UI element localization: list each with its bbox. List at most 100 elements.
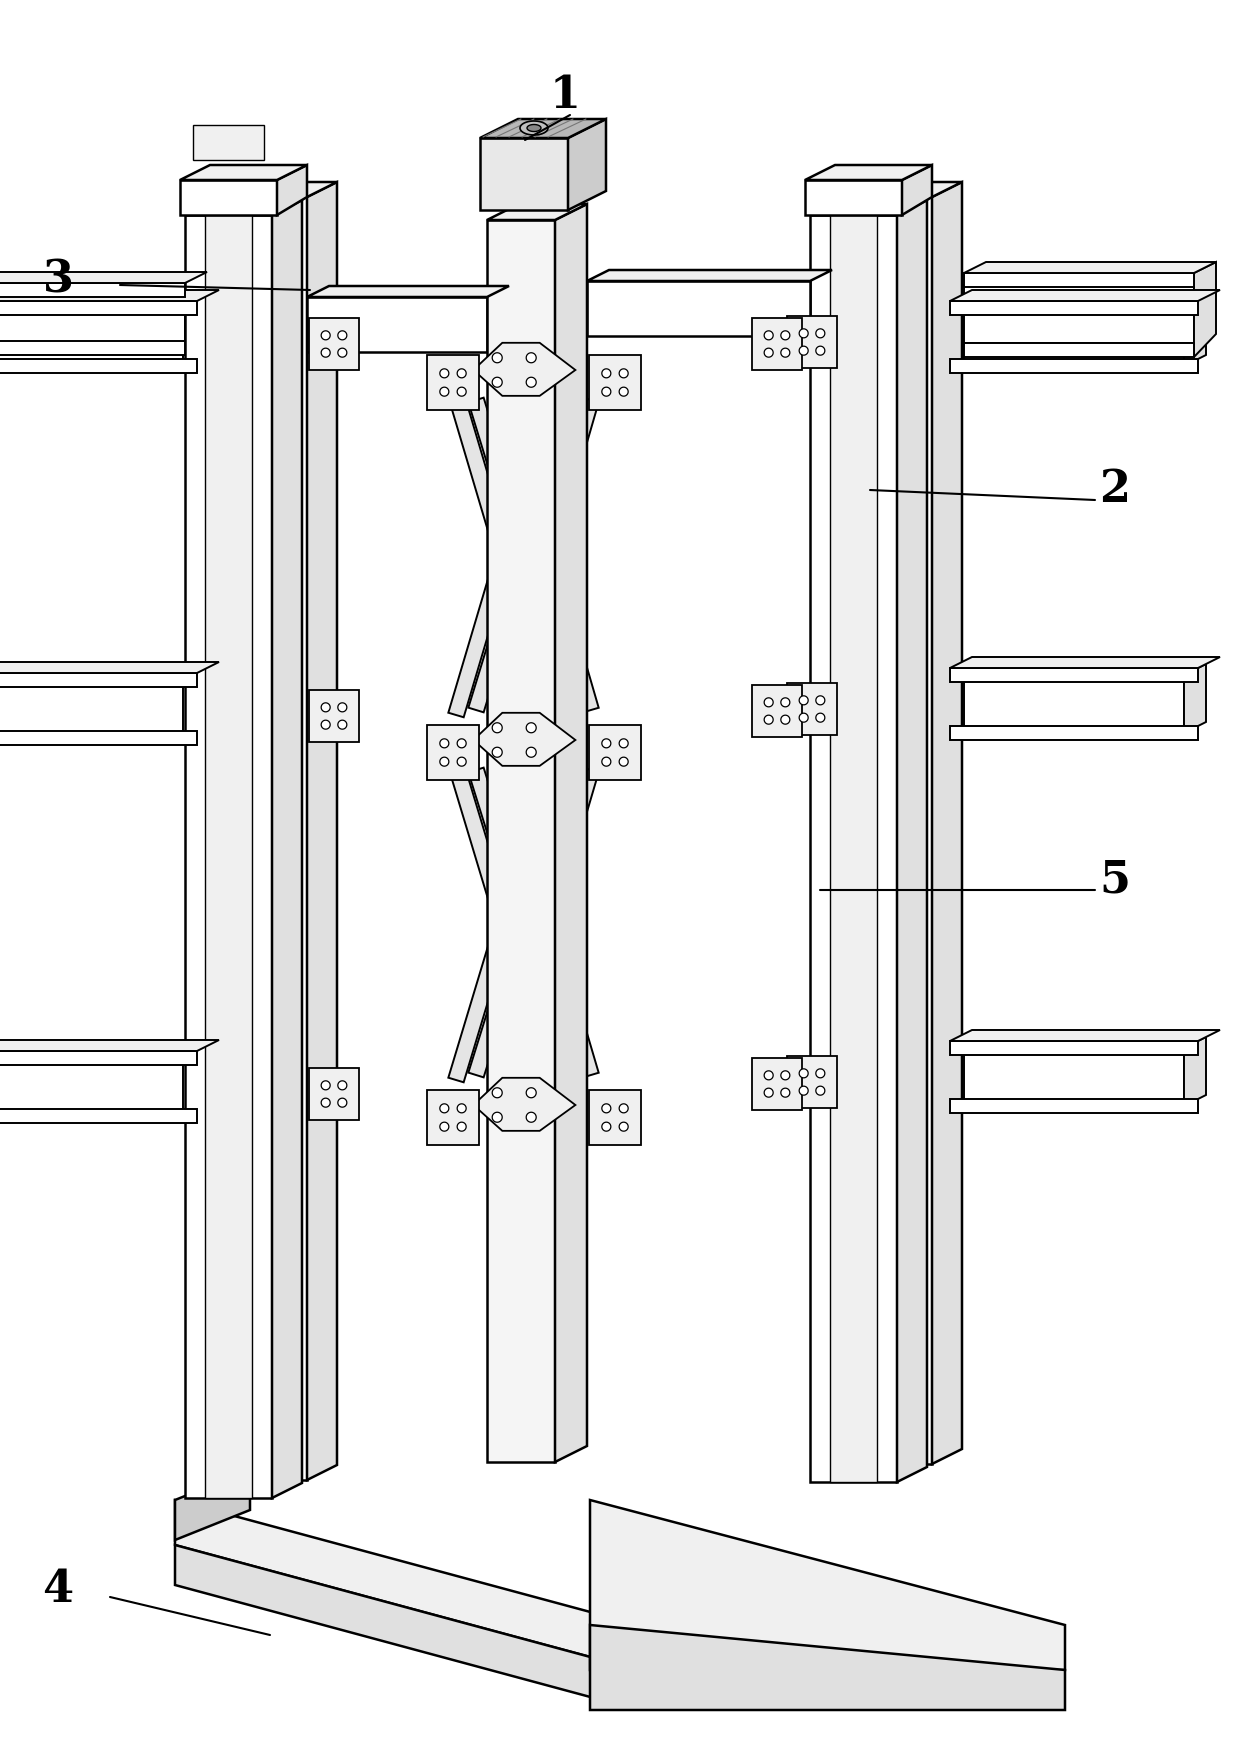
Polygon shape bbox=[0, 1040, 219, 1050]
Polygon shape bbox=[309, 691, 360, 742]
Polygon shape bbox=[816, 345, 825, 356]
Polygon shape bbox=[619, 1103, 629, 1114]
Polygon shape bbox=[844, 197, 932, 1464]
Polygon shape bbox=[440, 758, 449, 766]
Polygon shape bbox=[1184, 1038, 1207, 1107]
Polygon shape bbox=[963, 1048, 1184, 1107]
Polygon shape bbox=[601, 368, 611, 377]
Polygon shape bbox=[0, 271, 207, 284]
Polygon shape bbox=[844, 181, 962, 197]
Polygon shape bbox=[175, 1545, 620, 1706]
Polygon shape bbox=[963, 263, 1216, 273]
Polygon shape bbox=[0, 342, 185, 354]
Polygon shape bbox=[480, 137, 568, 210]
Polygon shape bbox=[751, 685, 802, 737]
Polygon shape bbox=[950, 1031, 1220, 1041]
Polygon shape bbox=[526, 747, 536, 758]
Polygon shape bbox=[527, 125, 541, 132]
Polygon shape bbox=[492, 1087, 502, 1098]
Polygon shape bbox=[1194, 263, 1216, 358]
Polygon shape bbox=[810, 215, 897, 1482]
Polygon shape bbox=[205, 215, 252, 1498]
Polygon shape bbox=[810, 201, 928, 215]
Polygon shape bbox=[799, 345, 808, 356]
Polygon shape bbox=[0, 1050, 197, 1064]
Polygon shape bbox=[277, 166, 308, 215]
Polygon shape bbox=[427, 724, 479, 781]
Polygon shape bbox=[764, 1071, 774, 1080]
Polygon shape bbox=[816, 696, 825, 705]
Polygon shape bbox=[321, 1080, 330, 1091]
Polygon shape bbox=[950, 1099, 1198, 1114]
Polygon shape bbox=[494, 768, 599, 1077]
Polygon shape bbox=[337, 349, 347, 358]
Polygon shape bbox=[241, 197, 286, 1480]
Polygon shape bbox=[494, 398, 599, 712]
Polygon shape bbox=[0, 284, 185, 298]
Polygon shape bbox=[1184, 664, 1207, 733]
Polygon shape bbox=[799, 1070, 808, 1078]
Polygon shape bbox=[587, 280, 810, 337]
Polygon shape bbox=[619, 368, 629, 377]
Polygon shape bbox=[0, 731, 197, 745]
Polygon shape bbox=[0, 673, 197, 687]
Polygon shape bbox=[219, 181, 337, 197]
Polygon shape bbox=[180, 166, 308, 180]
Polygon shape bbox=[474, 344, 575, 396]
Polygon shape bbox=[449, 763, 559, 1082]
Polygon shape bbox=[764, 698, 774, 707]
Polygon shape bbox=[963, 308, 1184, 366]
Text: 3: 3 bbox=[42, 259, 73, 301]
Text: 1: 1 bbox=[549, 74, 580, 116]
Polygon shape bbox=[950, 301, 1198, 315]
Polygon shape bbox=[469, 398, 579, 712]
Polygon shape bbox=[185, 215, 272, 1498]
Polygon shape bbox=[950, 291, 1220, 301]
Polygon shape bbox=[492, 722, 502, 733]
Polygon shape bbox=[0, 298, 205, 308]
Polygon shape bbox=[781, 349, 790, 358]
Polygon shape bbox=[321, 1098, 330, 1107]
Polygon shape bbox=[449, 393, 559, 717]
Polygon shape bbox=[449, 393, 559, 717]
Polygon shape bbox=[337, 721, 347, 729]
Polygon shape bbox=[309, 1068, 360, 1121]
Text: 4: 4 bbox=[42, 1568, 73, 1612]
Polygon shape bbox=[764, 1089, 774, 1098]
Polygon shape bbox=[590, 1625, 1065, 1709]
Polygon shape bbox=[458, 388, 466, 396]
Polygon shape bbox=[764, 331, 774, 340]
Polygon shape bbox=[589, 724, 641, 781]
Polygon shape bbox=[587, 270, 832, 280]
Polygon shape bbox=[308, 298, 487, 352]
Polygon shape bbox=[321, 349, 330, 358]
Polygon shape bbox=[492, 352, 502, 363]
Polygon shape bbox=[185, 201, 303, 215]
Polygon shape bbox=[781, 715, 790, 724]
Polygon shape bbox=[492, 1112, 502, 1122]
Polygon shape bbox=[487, 204, 587, 220]
Polygon shape bbox=[487, 220, 556, 1462]
Polygon shape bbox=[805, 166, 932, 180]
Polygon shape bbox=[492, 747, 502, 758]
Polygon shape bbox=[601, 738, 611, 747]
Polygon shape bbox=[781, 698, 790, 707]
Polygon shape bbox=[0, 680, 184, 738]
Polygon shape bbox=[963, 344, 1194, 358]
Polygon shape bbox=[272, 201, 303, 1498]
Polygon shape bbox=[589, 1091, 641, 1145]
Polygon shape bbox=[526, 377, 536, 388]
Polygon shape bbox=[0, 1047, 205, 1057]
Polygon shape bbox=[321, 331, 330, 340]
Polygon shape bbox=[526, 1087, 536, 1098]
Polygon shape bbox=[458, 368, 466, 377]
Polygon shape bbox=[963, 285, 1194, 344]
Polygon shape bbox=[337, 1098, 347, 1107]
Polygon shape bbox=[932, 181, 962, 1464]
Polygon shape bbox=[219, 197, 308, 1480]
Polygon shape bbox=[601, 1122, 611, 1131]
Polygon shape bbox=[816, 329, 825, 338]
Polygon shape bbox=[751, 1057, 802, 1110]
Polygon shape bbox=[474, 714, 575, 766]
Polygon shape bbox=[816, 714, 825, 722]
